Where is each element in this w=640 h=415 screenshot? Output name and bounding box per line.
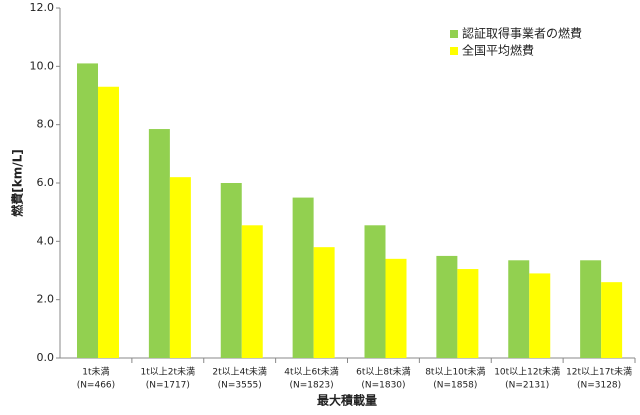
y-tick-label: 2.0 xyxy=(37,293,55,306)
bar xyxy=(601,282,623,358)
x-tick-label: (N=1823) xyxy=(289,381,333,391)
y-tick-label: 6.0 xyxy=(37,176,55,189)
x-tick-label: 4t以上6t未満 xyxy=(284,366,339,378)
y-tick-label: 10.0 xyxy=(30,59,55,72)
legend-label: 認証取得事業者の燃費 xyxy=(462,26,582,41)
x-tick-label: (N=3128) xyxy=(577,381,621,391)
legend-label: 全国平均燃費 xyxy=(462,43,534,58)
y-tick-label: 8.0 xyxy=(37,118,55,131)
x-tick-label: 2t以上4t未満 xyxy=(212,366,267,378)
x-tick-label: 10t以上12t未満 xyxy=(494,366,560,378)
x-tick-label: 1t未満 xyxy=(82,366,109,378)
bar xyxy=(220,183,242,358)
bar xyxy=(98,86,119,358)
y-tick-label: 4.0 xyxy=(37,234,55,247)
bar xyxy=(385,258,407,358)
x-tick-label: 1t以上2t未満 xyxy=(141,366,196,378)
bar xyxy=(292,197,314,358)
x-tick-label: (N=3555) xyxy=(218,381,262,391)
bar xyxy=(169,177,191,358)
y-axis-title: 燃費[km/L] xyxy=(10,149,25,216)
x-tick-label: 12t以上17t未満 xyxy=(566,366,632,378)
x-tick-label: 6t以上8t未満 xyxy=(356,366,411,378)
x-tick-label: (N=1717) xyxy=(146,381,190,391)
legend-swatch xyxy=(450,30,458,38)
bar xyxy=(508,260,530,358)
x-tick-label: 8t以上10t未満 xyxy=(425,366,485,378)
bar xyxy=(241,225,263,358)
bar xyxy=(364,225,386,358)
bar xyxy=(580,260,602,358)
x-tick-label: (N=1858) xyxy=(433,381,477,391)
bar xyxy=(313,247,335,358)
x-tick-label: (N=1830) xyxy=(361,381,405,391)
bar xyxy=(529,273,551,358)
x-tick-label: (N=466) xyxy=(77,381,115,391)
bar xyxy=(148,129,170,358)
bar xyxy=(436,255,458,358)
bar xyxy=(457,269,479,358)
y-tick-label: 0.0 xyxy=(37,351,55,364)
x-tick-label: (N=2131) xyxy=(505,381,549,391)
x-axis-title: 最大積載量 xyxy=(317,393,377,408)
legend-swatch xyxy=(450,47,458,55)
bar xyxy=(77,63,98,359)
y-tick-label: 12.0 xyxy=(30,1,55,14)
